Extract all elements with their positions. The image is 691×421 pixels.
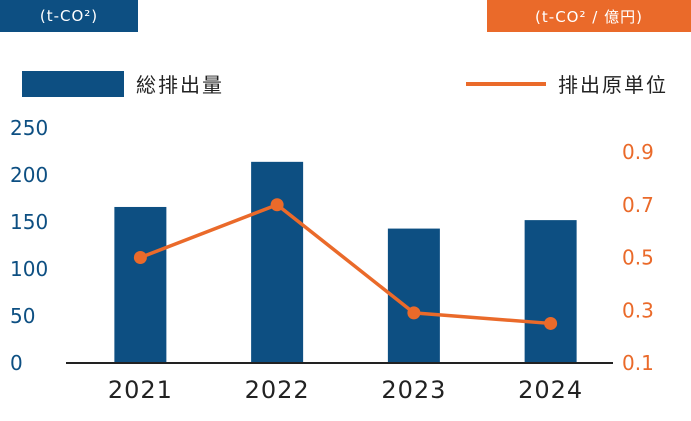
right-tick-label: 0.1 (622, 351, 654, 375)
right-axis-unit-label: (t-CO² / 億円) (487, 0, 691, 32)
bar-2021 (114, 206, 167, 363)
line-point-2022 (270, 198, 284, 212)
left-tick-label: 150 (10, 210, 48, 234)
left-axis-unit-label: (t-CO²) (0, 0, 138, 32)
x-axis-ticks: 2021 2022 2023 2024 (108, 376, 583, 404)
line-point-2023 (407, 306, 421, 320)
left-tick-label: 200 (10, 163, 48, 187)
right-tick-label: 0.7 (622, 193, 654, 217)
x-tick-label: 2024 (518, 376, 583, 404)
right-tick-label: 0.9 (622, 140, 654, 164)
intensity-line (139, 203, 551, 326)
legend: 総排出量 排出原単位 (22, 71, 668, 97)
legend-line-label: 排出原単位 (558, 73, 668, 97)
right-tick-label: 0.5 (622, 246, 654, 270)
left-tick-label: 50 (10, 304, 35, 328)
bar-series (114, 161, 577, 363)
line-point-2021 (133, 251, 147, 264)
bar-2022 (251, 161, 304, 363)
left-tick-label: 250 (10, 116, 48, 140)
right-tick-label: 0.3 (622, 298, 654, 322)
bar-2023 (387, 228, 440, 363)
x-tick-label: 2022 (245, 376, 310, 404)
left-tick-label: 100 (10, 257, 48, 281)
legend-bar-label: 総排出量 (136, 73, 224, 97)
right-axis-ticks: 0.1 0.3 0.5 0.7 0.9 (622, 140, 654, 375)
legend-bar-swatch (22, 71, 124, 97)
bar-2024 (524, 220, 577, 363)
left-axis-ticks: 0 50 100 150 200 250 (10, 116, 48, 375)
line-series (133, 198, 558, 330)
line-point-2024 (544, 316, 558, 330)
x-tick-label: 2023 (381, 376, 446, 404)
left-tick-label: 0 (10, 351, 23, 375)
x-tick-label: 2021 (108, 376, 173, 404)
